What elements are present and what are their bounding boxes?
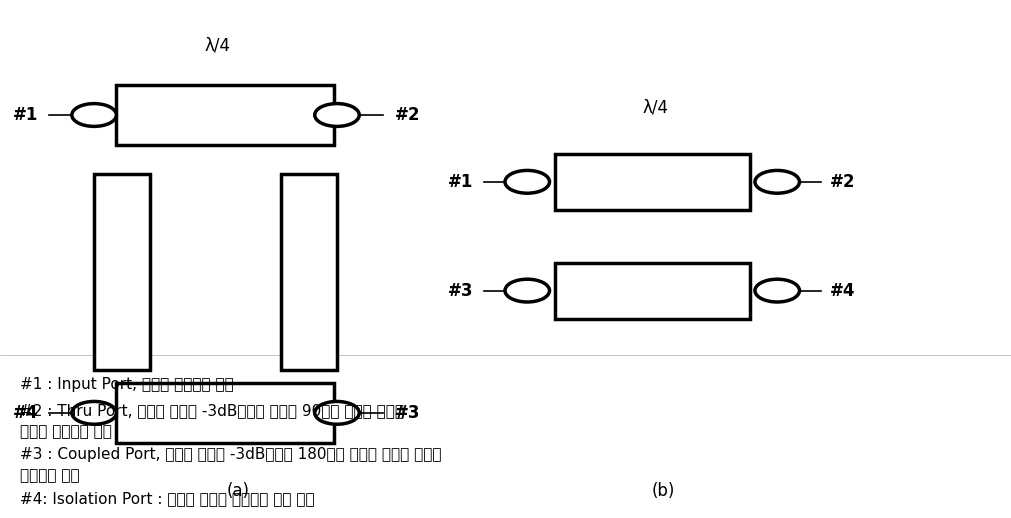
Circle shape	[314, 104, 359, 126]
Circle shape	[72, 104, 116, 126]
FancyBboxPatch shape	[554, 263, 749, 319]
Text: λ/4: λ/4	[642, 98, 668, 117]
Text: (b): (b)	[650, 482, 674, 500]
Circle shape	[314, 401, 359, 424]
Text: #2: #2	[394, 106, 420, 124]
Circle shape	[754, 279, 799, 302]
Text: #4: Isolation Port : 아무런 신호도 출력하지 않는 포트: #4: Isolation Port : 아무런 신호도 출력하지 않는 포트	[20, 491, 314, 506]
Text: #3 : Coupled Port, 입력된 신호의 -3dB크기와 180도의 위상을 가지는 신호를: #3 : Coupled Port, 입력된 신호의 -3dB크기와 180도의…	[20, 447, 442, 462]
Text: #2: #2	[829, 173, 854, 191]
Circle shape	[72, 401, 116, 424]
FancyBboxPatch shape	[94, 174, 150, 370]
Circle shape	[504, 279, 549, 302]
Text: #3: #3	[394, 404, 420, 422]
FancyBboxPatch shape	[281, 174, 337, 370]
Text: #2 : Thru Port, 입력된 신호의 -3dB만큼의 크기와 90도의 위상을 가지는: #2 : Thru Port, 입력된 신호의 -3dB만큼의 크기와 90도의…	[20, 403, 403, 418]
Text: #1: #1	[448, 173, 473, 191]
Circle shape	[754, 170, 799, 193]
Text: #1: #1	[13, 106, 38, 124]
FancyBboxPatch shape	[116, 383, 334, 443]
Text: #1 : Input Port, 신호가 입사하는 포트: #1 : Input Port, 신호가 입사하는 포트	[20, 377, 234, 392]
Text: (a): (a)	[226, 482, 249, 500]
Text: #4: #4	[13, 404, 38, 422]
Text: 출력하는 포트: 출력하는 포트	[20, 468, 80, 483]
Text: λ/4: λ/4	[204, 36, 231, 54]
FancyBboxPatch shape	[554, 154, 749, 210]
Text: #3: #3	[448, 282, 473, 299]
Text: 신호를 출력하는 포트: 신호를 출력하는 포트	[20, 424, 112, 439]
Circle shape	[504, 170, 549, 193]
FancyBboxPatch shape	[116, 85, 334, 145]
Text: #4: #4	[829, 282, 854, 299]
